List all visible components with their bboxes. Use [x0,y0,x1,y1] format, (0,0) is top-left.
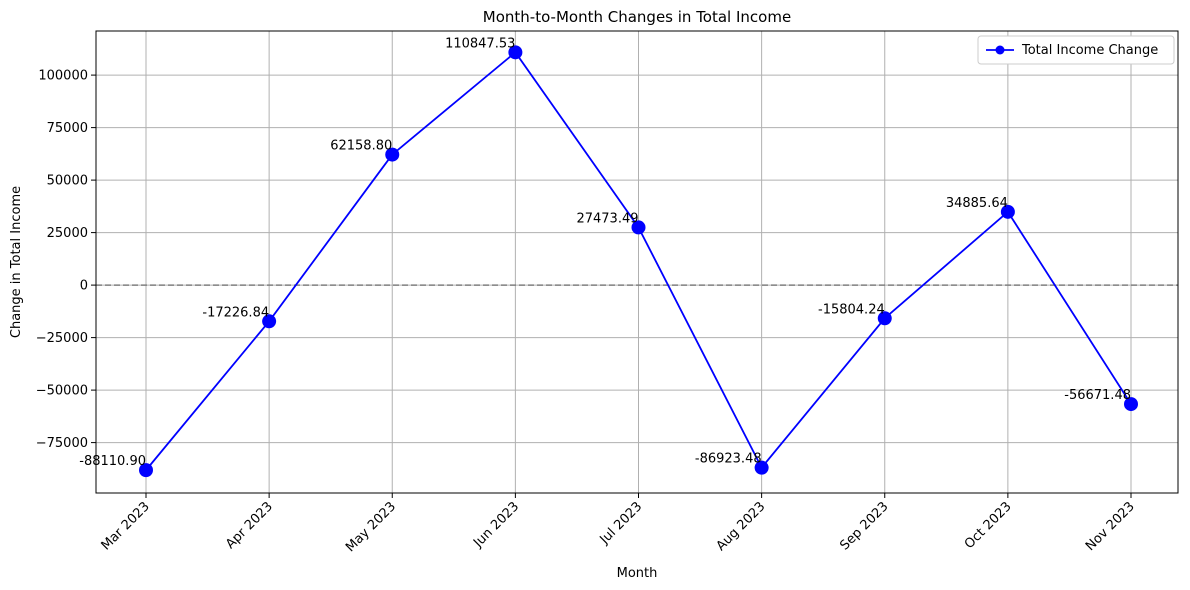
legend: Total Income Change [977,35,1175,65]
data-label: -86923.48 [695,452,762,467]
data-label: 34885.64 [946,196,1008,211]
data-point [631,220,646,235]
x-axis-ticks: Mar 2023 Apr 2023 May 2023 Jun 2023 Jul 2023… [99,493,1138,555]
x-tick-label: Mar 2023 [99,499,153,553]
y-tick-label: −50000 [36,384,88,399]
y-tick-label: 0 [80,279,88,294]
data-label: 62158.80 [330,139,392,154]
data-label: 27473.49 [576,211,638,226]
x-tick-label: May 2023 [343,499,399,555]
x-tick-label: Aug 2023 [714,499,769,554]
data-point [139,463,153,478]
data-label: 110847.53 [445,36,515,51]
y-tick-label: 25000 [47,226,88,241]
y-tick-label: 50000 [47,174,88,189]
chart-title: Month-to-Month Changes in Total Income [483,8,791,26]
y-tick-label: 100000 [38,69,88,84]
data-label: -88110.90 [79,454,146,469]
grid [96,31,1178,493]
data-label: -17226.84 [202,305,269,320]
x-tick-label: Nov 2023 [1083,499,1138,554]
data-point [1000,204,1015,219]
data-point [508,45,523,60]
data-point [1124,397,1138,412]
x-tick-label: Jun 2023 [470,499,522,551]
data-point [385,147,400,162]
legend-box [977,35,1175,65]
data-point [877,311,892,326]
series-layer: -88110.90 -17226.84 62158.80 110847.53 27473… [79,36,1138,478]
data-point [754,460,769,475]
y-axis-ticks: −75000 −50000 −25000 0 25000 50000 75000 100000 [36,69,96,451]
x-tick-label: Apr 2023 [223,499,276,552]
data-label: -56671.48 [1064,388,1131,403]
x-tick-label: Sep 2023 [837,499,891,553]
x-tick-label: Jul 2023 [597,499,646,548]
x-tick-label: Oct 2023 [962,499,1015,552]
y-tick-label: −25000 [36,331,88,346]
y-tick-label: 75000 [47,121,88,136]
x-axis-label: Month [617,566,658,581]
data-point [262,314,277,329]
y-tick-label: −75000 [36,436,88,451]
data-label: -15804.24 [818,302,885,317]
legend-marker-swatch [995,45,1005,55]
legend-label: Total Income Change [1021,43,1158,58]
y-axis-label: Change in Total Income [9,186,24,338]
plot-frame [95,30,1179,494]
